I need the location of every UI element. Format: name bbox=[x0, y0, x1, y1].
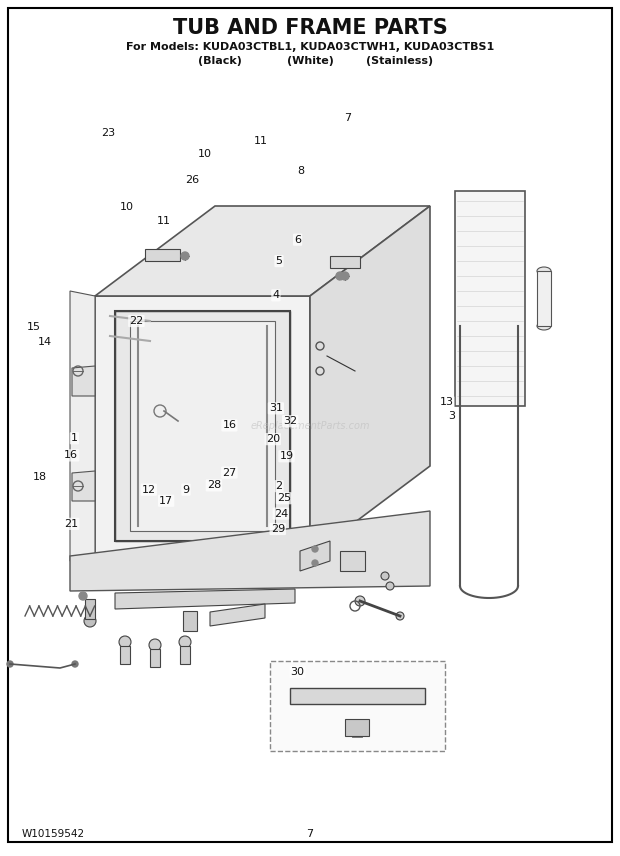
Text: TUB AND FRAME PARTS: TUB AND FRAME PARTS bbox=[172, 18, 448, 38]
Polygon shape bbox=[85, 599, 95, 619]
Text: 29: 29 bbox=[271, 524, 285, 534]
Text: 6: 6 bbox=[294, 235, 301, 245]
Text: 18: 18 bbox=[33, 472, 47, 482]
Text: 23: 23 bbox=[102, 128, 115, 138]
Polygon shape bbox=[340, 551, 365, 571]
Circle shape bbox=[119, 636, 131, 648]
Text: 10: 10 bbox=[198, 149, 211, 159]
Polygon shape bbox=[270, 661, 445, 751]
Circle shape bbox=[396, 612, 404, 620]
Polygon shape bbox=[70, 291, 95, 561]
Text: 2: 2 bbox=[275, 481, 283, 491]
Text: 30: 30 bbox=[291, 667, 304, 677]
Circle shape bbox=[381, 572, 389, 580]
Text: 13: 13 bbox=[440, 397, 453, 407]
Polygon shape bbox=[330, 256, 360, 268]
Text: 8: 8 bbox=[297, 166, 304, 176]
Text: 9: 9 bbox=[182, 484, 190, 495]
Polygon shape bbox=[300, 541, 330, 571]
Ellipse shape bbox=[537, 322, 551, 330]
Text: 17: 17 bbox=[159, 496, 173, 506]
Text: 31: 31 bbox=[269, 403, 283, 413]
Text: (Black): (Black) bbox=[198, 56, 242, 66]
Circle shape bbox=[7, 661, 13, 667]
Text: 22: 22 bbox=[130, 316, 143, 326]
Circle shape bbox=[355, 596, 365, 606]
Text: 7: 7 bbox=[343, 113, 351, 123]
Polygon shape bbox=[120, 646, 130, 664]
Text: 7: 7 bbox=[306, 829, 314, 839]
Polygon shape bbox=[72, 366, 95, 396]
Text: 1: 1 bbox=[71, 433, 78, 443]
Polygon shape bbox=[210, 604, 265, 626]
Text: 12: 12 bbox=[142, 484, 156, 495]
Text: 11: 11 bbox=[157, 216, 171, 226]
Text: 4: 4 bbox=[272, 290, 280, 300]
Polygon shape bbox=[150, 649, 160, 667]
Text: 28: 28 bbox=[207, 480, 221, 490]
Text: 3: 3 bbox=[448, 411, 455, 421]
Polygon shape bbox=[145, 249, 180, 261]
Text: (White): (White) bbox=[286, 56, 334, 66]
Text: For Models: KUDA03CTBL1, KUDA03CTWH1, KUDA03CTBS1: For Models: KUDA03CTBL1, KUDA03CTWH1, KU… bbox=[126, 42, 494, 52]
Text: 11: 11 bbox=[254, 136, 267, 146]
Text: 5: 5 bbox=[275, 256, 283, 266]
Circle shape bbox=[181, 252, 189, 260]
Text: 20: 20 bbox=[266, 434, 280, 444]
Circle shape bbox=[72, 661, 78, 667]
Circle shape bbox=[352, 732, 362, 742]
Circle shape bbox=[84, 615, 96, 627]
Text: W10159542: W10159542 bbox=[22, 829, 85, 839]
Circle shape bbox=[149, 639, 161, 651]
Text: (Stainless): (Stainless) bbox=[366, 56, 433, 66]
Polygon shape bbox=[290, 688, 425, 704]
Text: 10: 10 bbox=[120, 202, 134, 212]
Polygon shape bbox=[95, 296, 310, 556]
Polygon shape bbox=[455, 191, 525, 406]
Polygon shape bbox=[95, 206, 430, 296]
Text: eReplacementParts.com: eReplacementParts.com bbox=[250, 421, 370, 431]
Text: 15: 15 bbox=[27, 322, 41, 332]
Polygon shape bbox=[345, 719, 369, 736]
Text: 24: 24 bbox=[274, 508, 288, 519]
Text: 21: 21 bbox=[64, 519, 78, 529]
Text: 16: 16 bbox=[64, 450, 78, 461]
Circle shape bbox=[79, 592, 87, 600]
Text: 19: 19 bbox=[280, 451, 293, 461]
Polygon shape bbox=[130, 321, 275, 531]
Text: 25: 25 bbox=[277, 493, 291, 503]
Polygon shape bbox=[115, 311, 290, 541]
Text: 26: 26 bbox=[185, 175, 199, 185]
Circle shape bbox=[312, 560, 318, 566]
Text: 16: 16 bbox=[223, 420, 236, 431]
Polygon shape bbox=[180, 646, 190, 664]
Polygon shape bbox=[72, 471, 95, 501]
Polygon shape bbox=[537, 271, 551, 326]
Circle shape bbox=[341, 272, 349, 280]
Circle shape bbox=[386, 582, 394, 590]
Polygon shape bbox=[70, 511, 430, 591]
Text: 14: 14 bbox=[38, 337, 51, 348]
Text: 32: 32 bbox=[283, 416, 297, 426]
Circle shape bbox=[179, 636, 191, 648]
Text: 27: 27 bbox=[223, 467, 236, 478]
Polygon shape bbox=[310, 206, 430, 556]
Ellipse shape bbox=[537, 267, 551, 275]
Polygon shape bbox=[115, 589, 295, 609]
Polygon shape bbox=[183, 611, 197, 631]
Circle shape bbox=[336, 272, 344, 280]
Circle shape bbox=[312, 546, 318, 552]
